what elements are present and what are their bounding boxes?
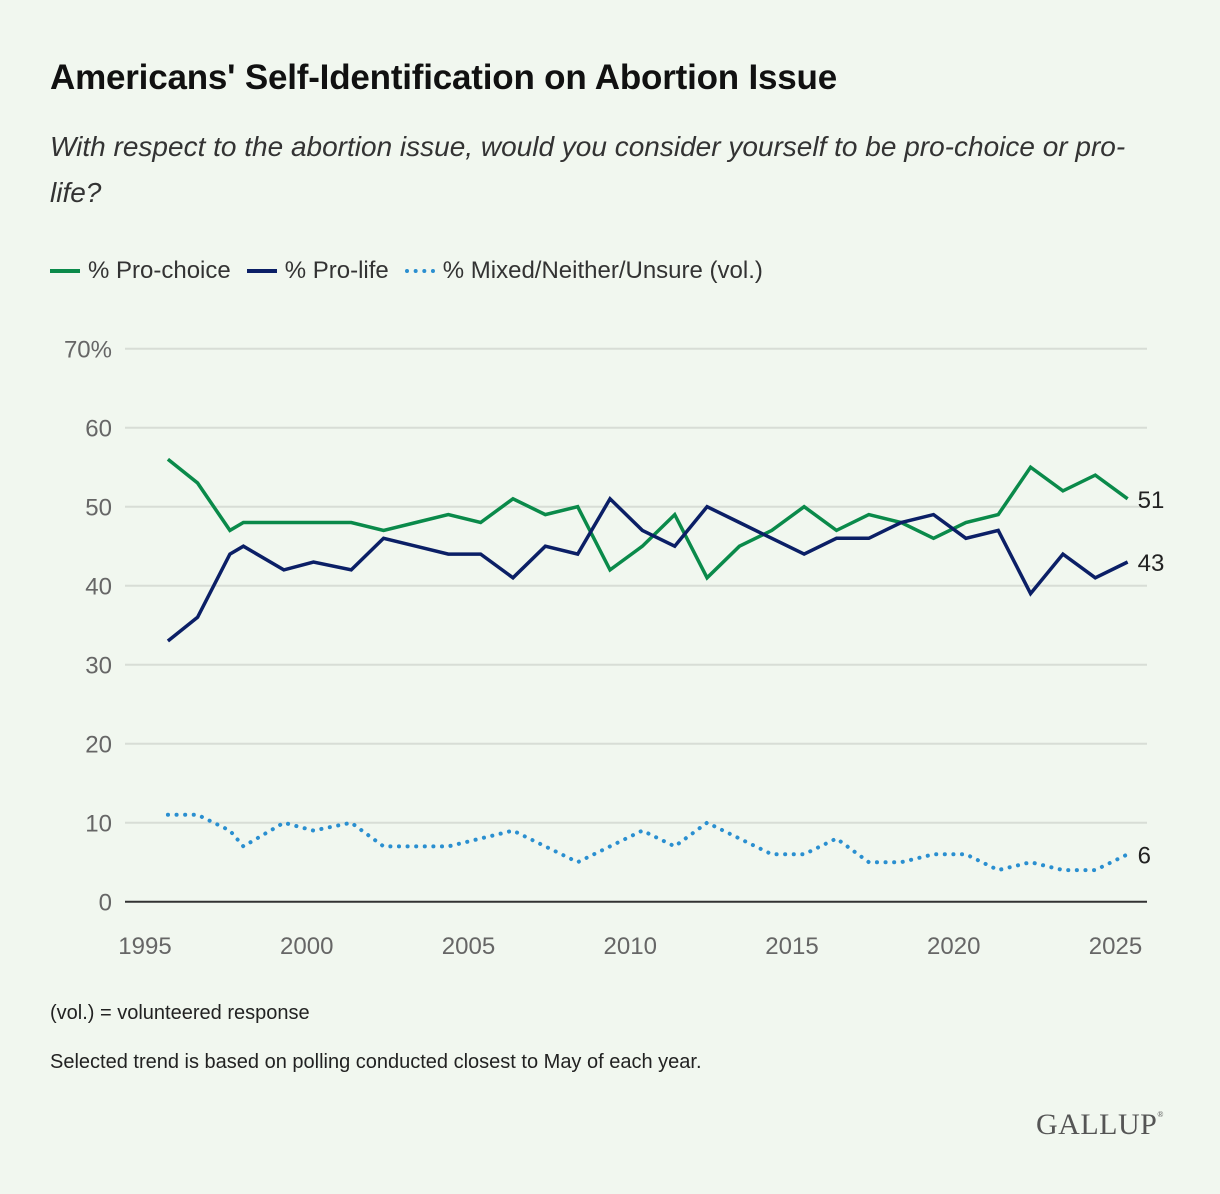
- footnote-trend: Selected trend is based on polling condu…: [50, 1051, 702, 1073]
- y-tick-label: 20: [85, 732, 112, 759]
- series-line-0: [166, 457, 1129, 581]
- x-tick-label: 2020: [927, 933, 980, 960]
- x-tick-label: 2005: [442, 933, 495, 960]
- y-tick-label: 60: [85, 416, 112, 443]
- legend-label: % Mixed/Neither/Unsure (vol.): [442, 257, 763, 284]
- legend-swatch-pro-life: [246, 269, 277, 273]
- legend-swatch-mixed: [404, 269, 435, 273]
- end-value-label: 43: [1138, 550, 1165, 577]
- legend-swatch-pro-choice: [50, 269, 80, 273]
- legend: % Pro-choice % Pro-life % Mixed/Neither/…: [50, 257, 779, 285]
- chart-title: Americans' Self-Identification on Aborti…: [50, 58, 837, 97]
- registered-mark: ®: [1157, 1110, 1164, 1119]
- y-tick-label: 40: [85, 574, 112, 601]
- end-value-label: 6: [1138, 842, 1151, 869]
- logo-text: GALLUP: [1036, 1108, 1158, 1141]
- y-tick-label: 10: [85, 811, 112, 838]
- y-tick-label: 0: [99, 890, 112, 917]
- legend-item-pro-life: % Pro-life: [246, 257, 389, 285]
- x-tick-label: 2010: [604, 933, 657, 960]
- legend-item-pro-choice: % Pro-choice: [50, 257, 231, 285]
- x-tick-label: 2025: [1089, 933, 1142, 960]
- x-tick-label: 1995: [118, 933, 171, 960]
- footnote-vol: (vol.) = volunteered response: [50, 1002, 310, 1024]
- legend-item-mixed: % Mixed/Neither/Unsure (vol.): [404, 257, 763, 285]
- x-tick-label: 2015: [765, 933, 818, 960]
- x-tick-label: 2000: [280, 933, 333, 960]
- y-tick-label: 50: [85, 495, 112, 522]
- chart-subtitle: With respect to the abortion issue, woul…: [50, 131, 1126, 208]
- series-line-1: [166, 495, 1129, 643]
- y-tick-label: 70%: [64, 337, 112, 364]
- legend-label: % Pro-choice: [88, 257, 231, 284]
- end-value-label: 51: [1138, 487, 1165, 514]
- gallup-logo: GALLUP®: [1036, 1108, 1164, 1142]
- y-tick-label: 30: [85, 653, 112, 680]
- legend-label: % Pro-life: [284, 257, 389, 284]
